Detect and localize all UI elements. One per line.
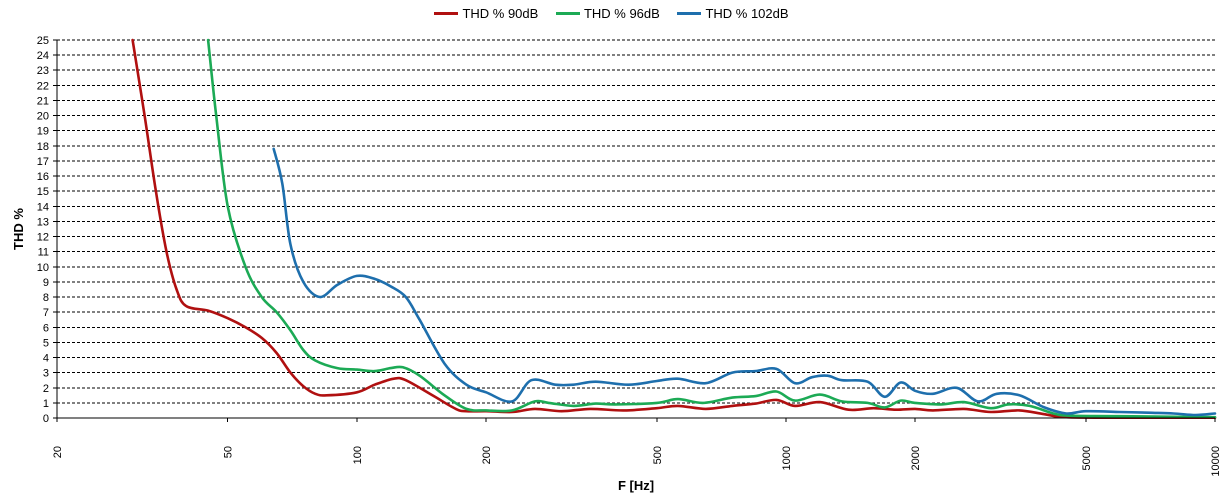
series-line-1 (206, 38, 1217, 419)
series-line-2 (272, 147, 1217, 417)
legend-label-102db: THD % 102dB (705, 6, 789, 22)
grid (57, 39, 1215, 404)
y-tick-label-21: 21 (37, 95, 49, 107)
legend-item-90db[interactable]: THD % 90dB (434, 6, 538, 21)
y-tick-label-2: 2 (43, 383, 49, 395)
y-tick-label-24: 24 (37, 50, 49, 62)
legend-item-102db[interactable]: THD % 102dB (677, 6, 789, 22)
y-tick-label-13: 13 (37, 216, 49, 228)
legend-swatch-102db (677, 12, 702, 16)
y-tick-label-7: 7 (43, 307, 49, 319)
x-tick-label-200: 200 (481, 446, 493, 464)
legend-swatch-90db (434, 12, 459, 16)
series-line-0 (131, 38, 1217, 420)
y-tick-label-3: 3 (43, 368, 49, 380)
legend-swatch-96db (555, 12, 580, 16)
tick-labels: 0123456789101112131415161718192021222324… (37, 35, 1222, 477)
series-group (131, 38, 1217, 420)
y-tick-label-25: 25 (37, 35, 49, 47)
x-tick-label-50: 50 (223, 446, 235, 458)
x-axis-title: F [Hz] (618, 478, 654, 493)
y-axis-title: THD % (11, 208, 26, 250)
y-tick-label-18: 18 (37, 141, 49, 153)
y-tick-label-22: 22 (37, 80, 49, 92)
y-tick-label-8: 8 (43, 292, 49, 304)
y-tick-label-15: 15 (37, 186, 49, 198)
x-tick-label-100: 100 (352, 446, 364, 464)
x-tick-label-2000: 2000 (910, 446, 922, 470)
legend-label-96db: THD % 96dB (583, 6, 660, 22)
y-tick-label-9: 9 (43, 277, 49, 289)
y-tick-label-17: 17 (37, 156, 49, 168)
y-tick-label-23: 23 (37, 65, 49, 77)
y-tick-label-20: 20 (37, 111, 49, 123)
legend-label-90db: THD % 90dB (462, 6, 539, 22)
y-tick-label-10: 10 (37, 262, 49, 274)
x-tick-label-1000: 1000 (781, 446, 793, 470)
y-tick-label-5: 5 (43, 337, 49, 349)
x-tick-label-10000: 10000 (1210, 446, 1222, 477)
y-tick-label-14: 14 (37, 201, 49, 213)
y-tick-label-1: 1 (43, 398, 49, 410)
y-tick-label-19: 19 (37, 126, 49, 138)
axes (53, 39, 1216, 422)
y-tick-label-0: 0 (43, 413, 49, 425)
y-tick-label-12: 12 (37, 232, 49, 244)
y-tick-label-6: 6 (43, 322, 49, 334)
legend-item-96db[interactable]: THD % 96dB (555, 6, 660, 22)
x-tick-label-500: 500 (652, 446, 664, 464)
y-tick-label-4: 4 (43, 353, 49, 365)
y-tick-label-11: 11 (38, 247, 49, 259)
legend: THD % 90dB THD % 96dB THD % 102dB (0, 5, 1223, 21)
y-tick-label-16: 16 (37, 171, 49, 183)
x-tick-label-5000: 5000 (1081, 446, 1093, 470)
x-tick-label-20: 20 (52, 446, 64, 458)
